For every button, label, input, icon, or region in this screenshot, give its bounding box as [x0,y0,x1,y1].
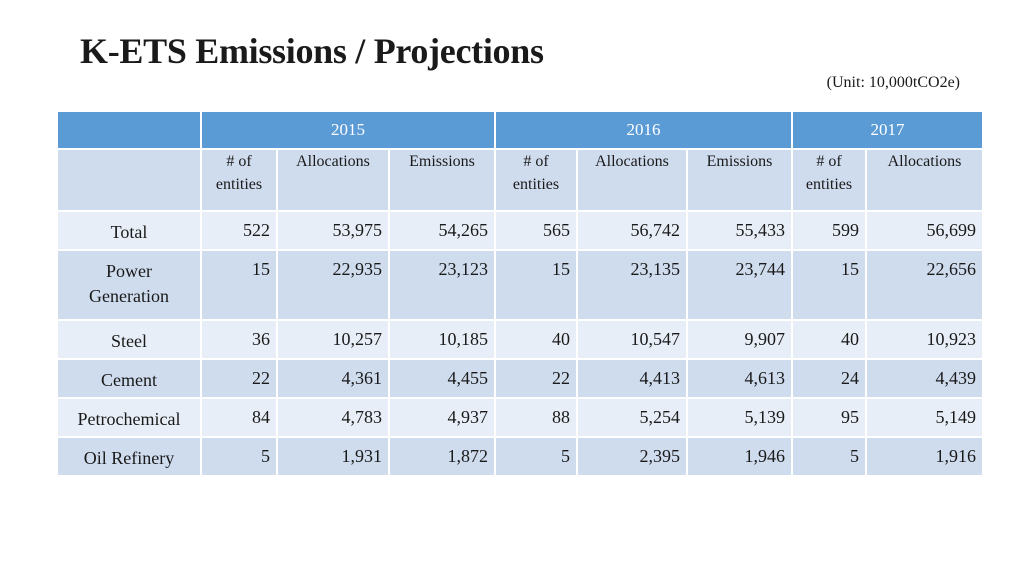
table-cell: 10,185 [388,319,496,360]
row-label: Power Generation [56,249,202,321]
table-cell: 5 [494,436,578,477]
table-cell: 4,783 [276,397,390,438]
table-cell: 22,935 [276,249,390,321]
unit-label: (Unit: 10,000tCO2e) [826,74,960,91]
corner-cell [56,148,202,212]
table-cell: 1,946 [686,436,793,477]
table-cell: 522 [200,210,278,251]
table-cell: 4,361 [276,358,390,399]
row-label: Steel [56,319,202,360]
table-cell: 23,135 [576,249,688,321]
table-cell: 599 [791,210,867,251]
table-row: Steel 36 10,257 10,185 40 10,547 9,907 40 10,923 [56,319,984,360]
table-cell: 5,254 [576,397,688,438]
table-cell: 4,455 [388,358,496,399]
table-cell: 36 [200,319,278,360]
row-label: Oil Refinery [56,436,202,477]
table-cell: 1,916 [865,436,984,477]
column-header: Allocations [576,148,688,212]
table-cell: 15 [200,249,278,321]
table-row: Total 522 53,975 54,265 565 56,742 55,433 599 56… [56,210,984,251]
table-cell: 23,123 [388,249,496,321]
table-cell: 10,257 [276,319,390,360]
table-cell: 95 [791,397,867,438]
column-header: Emissions [686,148,793,212]
row-label: Petrochemical [56,397,202,438]
column-header: # of entities [200,148,278,212]
table-cell: 5 [791,436,867,477]
table-body: Total 522 53,975 54,265 565 56,742 55,433 599 56… [56,210,984,477]
column-header: Allocations [276,148,390,212]
table-cell: 40 [494,319,578,360]
column-header: # of entities [791,148,867,212]
table-cell: 24 [791,358,867,399]
table-cell: 5,149 [865,397,984,438]
table-cell: 22 [494,358,578,399]
table-cell: 10,547 [576,319,688,360]
table-cell: 22,656 [865,249,984,321]
table-row: Petrochemical 84 4,783 4,937 88 5,254 5,139 95 5… [56,397,984,438]
table-cell: 56,699 [865,210,984,251]
column-header: Emissions [388,148,496,212]
page-title: K-ETS Emissions / Projections [80,31,544,71]
table-cell: 15 [494,249,578,321]
emissions-table: 2015 2016 2017 # of entities Allocations… [56,110,984,477]
table-cell: 565 [494,210,578,251]
table-cell: 53,975 [276,210,390,251]
table-cell: 15 [791,249,867,321]
table-cell: 9,907 [686,319,793,360]
table-cell: 1,931 [276,436,390,477]
table-cell: 4,413 [576,358,688,399]
table-cell: 40 [791,319,867,360]
table-row: Power Generation 15 22,935 23,123 15 23,135 23… [56,249,984,321]
year-header-2017: 2017 [791,110,984,150]
column-header: # of entities [494,148,578,212]
table-cell: 55,433 [686,210,793,251]
column-header: Allocations [865,148,984,212]
row-label: Total [56,210,202,251]
corner-cell [56,110,202,150]
table-cell: 5 [200,436,278,477]
table-cell: 23,744 [686,249,793,321]
table-cell: 56,742 [576,210,688,251]
table-row: Cement 22 4,361 4,455 22 4,413 4,613 24 4,439 [56,358,984,399]
table-cell: 1,872 [388,436,496,477]
table-cell: 88 [494,397,578,438]
year-header-2016: 2016 [494,110,793,150]
year-header-2015: 2015 [200,110,496,150]
table-cell: 10,923 [865,319,984,360]
column-header-row: # of entities Allocations Emissions # of… [56,148,984,212]
table-cell: 4,937 [388,397,496,438]
table-cell: 2,395 [576,436,688,477]
table-cell: 22 [200,358,278,399]
table-row: Oil Refinery 5 1,931 1,872 5 2,395 1,946 5 1,916 [56,436,984,477]
table-cell: 5,139 [686,397,793,438]
year-header-row: 2015 2016 2017 [56,110,984,150]
table-cell: 84 [200,397,278,438]
table-cell: 54,265 [388,210,496,251]
row-label: Cement [56,358,202,399]
table-cell: 4,439 [865,358,984,399]
table-cell: 4,613 [686,358,793,399]
